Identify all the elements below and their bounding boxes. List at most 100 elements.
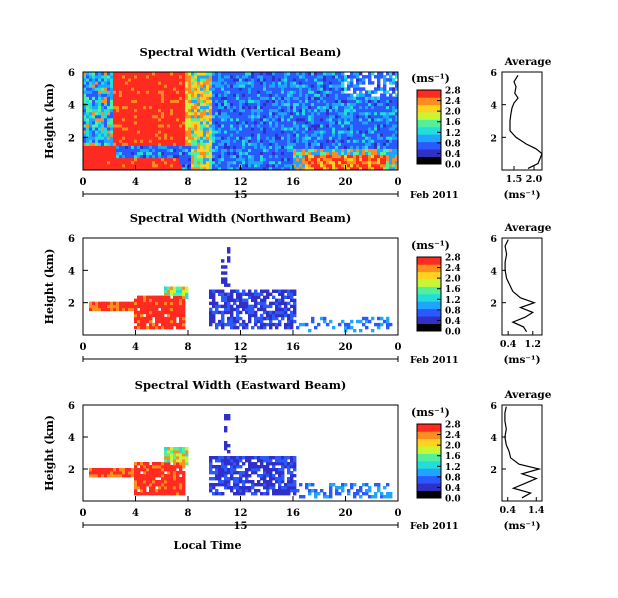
heatmap-cell xyxy=(338,124,342,128)
heatmap-cell xyxy=(167,84,171,88)
heatmap-cell xyxy=(233,471,237,475)
heatmap-cell xyxy=(359,81,363,85)
heatmap-cell xyxy=(212,90,216,94)
heatmap-cell xyxy=(242,480,246,484)
heatmap-cell xyxy=(281,480,285,484)
heatmap-cell xyxy=(269,130,273,134)
heatmap-cell xyxy=(164,160,168,165)
heatmap-cell xyxy=(212,72,216,76)
heatmap-cell xyxy=(245,105,249,110)
heatmap-cell xyxy=(221,483,225,487)
heatmap-cell xyxy=(224,462,228,466)
heatmap-cell xyxy=(245,310,249,315)
heatmap-cell xyxy=(260,72,264,76)
heatmap-cell xyxy=(290,78,294,82)
heatmap-cell xyxy=(173,81,177,85)
heatmap-cell xyxy=(359,78,363,82)
heatmap-cell xyxy=(116,301,120,306)
heatmap-cell xyxy=(203,75,207,79)
heatmap-cell xyxy=(191,151,195,156)
heatmap-cell xyxy=(254,292,258,296)
heatmap-cell xyxy=(350,72,354,76)
heatmap-cell xyxy=(167,483,171,487)
heatmap-cell xyxy=(149,75,153,79)
heatmap-cell xyxy=(242,124,246,128)
heatmap-cell xyxy=(287,90,291,94)
heatmap-cell xyxy=(290,319,294,324)
heatmap-cell xyxy=(269,304,273,309)
heatmap-cell xyxy=(245,477,249,481)
heatmap-cell xyxy=(194,75,198,79)
heatmap-cell xyxy=(161,483,165,487)
heatmap-cell xyxy=(245,84,249,88)
heatmap-cell xyxy=(182,166,186,171)
heatmap-cell xyxy=(344,157,348,162)
heatmap-cell xyxy=(173,136,177,140)
heatmap-cell xyxy=(98,166,102,171)
heatmap-cell xyxy=(239,292,243,296)
heatmap-cell xyxy=(164,157,168,162)
x-tick-label: 0 xyxy=(80,177,87,188)
heatmap-cell xyxy=(158,136,162,140)
heatmap-cell xyxy=(263,87,267,91)
heatmap-cell xyxy=(305,142,309,146)
heatmap-cell xyxy=(95,163,99,168)
heatmap-cell xyxy=(335,105,339,110)
heatmap-cell xyxy=(311,127,315,131)
heatmap-cell xyxy=(293,93,297,97)
heatmap-cell xyxy=(215,87,219,91)
heatmap-cell xyxy=(389,322,393,327)
heatmap-cell xyxy=(134,81,138,85)
heatmap-cell xyxy=(260,316,264,321)
heatmap-cell xyxy=(176,130,180,134)
heatmap-cell xyxy=(161,75,165,79)
heatmap-cell xyxy=(296,489,300,493)
heatmap-cell xyxy=(326,127,330,131)
heatmap-cell xyxy=(164,477,168,481)
heatmap-cell xyxy=(362,136,366,140)
heatmap-cell xyxy=(170,486,174,490)
heatmap-cell xyxy=(275,139,279,143)
heatmap-cell xyxy=(212,139,216,143)
heatmap-cell xyxy=(200,166,204,171)
heatmap-cell xyxy=(272,133,276,137)
colorbar-segment xyxy=(417,323,441,332)
heatmap-cell xyxy=(323,81,327,85)
heatmap-cell xyxy=(92,136,96,140)
heatmap-cell xyxy=(365,489,369,493)
colorbar-tick-label: 0.0 xyxy=(445,161,461,171)
heatmap-cell xyxy=(284,108,288,113)
heatmap-cell xyxy=(245,163,249,168)
heatmap-cell xyxy=(170,453,174,457)
heatmap-cell xyxy=(242,489,246,493)
heatmap-cell xyxy=(296,117,300,122)
heatmap-cell xyxy=(293,301,297,306)
heatmap-cell xyxy=(146,160,150,165)
heatmap-cell xyxy=(104,108,108,113)
heatmap-cell xyxy=(326,121,330,125)
heatmap-cell xyxy=(176,124,180,128)
heatmap-cell xyxy=(326,102,330,107)
heatmap-cell xyxy=(200,99,204,104)
heatmap-cell xyxy=(248,127,252,131)
heatmap-cell xyxy=(224,163,228,168)
heatmap-cell xyxy=(233,319,237,324)
heatmap-cell xyxy=(158,154,162,159)
heatmap-cell xyxy=(167,313,171,318)
heatmap-cell xyxy=(260,75,264,79)
heatmap-cell xyxy=(287,157,291,162)
heatmap-cell xyxy=(251,145,255,149)
heatmap-cell xyxy=(164,453,168,457)
heatmap-cell xyxy=(92,145,96,149)
heatmap-cell xyxy=(305,96,309,100)
heatmap-cell xyxy=(389,111,393,116)
heatmap-cell xyxy=(272,121,276,125)
heatmap-cell xyxy=(161,108,165,113)
heatmap-cell xyxy=(278,114,282,119)
heatmap-cell xyxy=(110,75,114,79)
heatmap-cell xyxy=(269,157,273,162)
heatmap-cell xyxy=(302,127,306,131)
heatmap-cell xyxy=(158,130,162,134)
heatmap-cell xyxy=(164,139,168,143)
heatmap-cell xyxy=(368,145,372,149)
